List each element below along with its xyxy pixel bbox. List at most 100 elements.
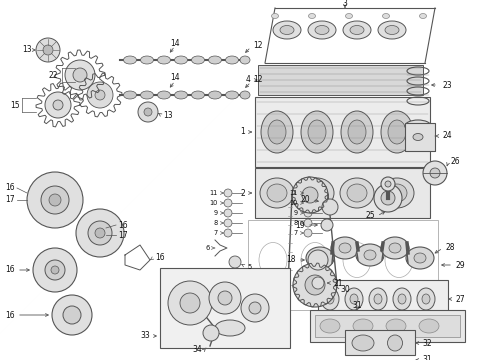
Ellipse shape — [381, 237, 409, 259]
Ellipse shape — [350, 26, 364, 35]
Ellipse shape — [260, 178, 294, 208]
Circle shape — [224, 209, 232, 217]
Circle shape — [249, 302, 261, 314]
Circle shape — [95, 90, 105, 100]
Circle shape — [95, 228, 105, 238]
Circle shape — [45, 260, 65, 280]
Ellipse shape — [398, 294, 406, 304]
Circle shape — [52, 295, 92, 335]
Text: 10: 10 — [210, 200, 218, 206]
Bar — [345, 330, 415, 355]
Circle shape — [304, 219, 312, 227]
Circle shape — [381, 191, 395, 205]
Circle shape — [224, 189, 232, 197]
Bar — [248, 220, 438, 310]
Ellipse shape — [350, 294, 358, 304]
Text: 9: 9 — [294, 210, 298, 216]
Circle shape — [224, 219, 232, 227]
Ellipse shape — [380, 178, 414, 208]
Text: 13: 13 — [23, 45, 32, 54]
Ellipse shape — [192, 56, 204, 64]
Bar — [258, 65, 423, 95]
Circle shape — [322, 199, 338, 215]
Text: 1: 1 — [240, 127, 245, 136]
Circle shape — [65, 60, 95, 90]
Text: 8: 8 — [294, 220, 298, 226]
Ellipse shape — [343, 21, 371, 39]
Circle shape — [63, 306, 81, 324]
Ellipse shape — [340, 178, 374, 208]
Text: 11: 11 — [290, 190, 298, 196]
Ellipse shape — [271, 13, 278, 18]
Circle shape — [51, 266, 59, 274]
Text: 17: 17 — [118, 230, 127, 239]
Bar — [318, 280, 448, 318]
Text: 24: 24 — [442, 131, 452, 140]
Circle shape — [87, 82, 113, 108]
Text: 16: 16 — [155, 253, 165, 262]
Text: 26: 26 — [450, 158, 460, 166]
Ellipse shape — [364, 250, 376, 260]
Ellipse shape — [320, 319, 340, 333]
Text: 2: 2 — [240, 189, 245, 198]
Text: 11: 11 — [210, 190, 218, 196]
Ellipse shape — [307, 184, 327, 202]
Ellipse shape — [261, 111, 293, 153]
Ellipse shape — [417, 288, 435, 310]
Text: 31: 31 — [422, 356, 432, 360]
Ellipse shape — [419, 319, 439, 333]
Ellipse shape — [414, 253, 426, 263]
Ellipse shape — [268, 120, 286, 144]
Ellipse shape — [369, 288, 387, 310]
Ellipse shape — [315, 26, 329, 35]
Text: 4: 4 — [245, 76, 250, 85]
Ellipse shape — [378, 21, 406, 39]
Text: 23: 23 — [442, 81, 452, 90]
Circle shape — [374, 184, 402, 212]
Circle shape — [381, 177, 395, 191]
Circle shape — [41, 186, 69, 214]
Circle shape — [49, 194, 61, 206]
Circle shape — [76, 209, 124, 257]
Text: 21: 21 — [333, 279, 343, 288]
Ellipse shape — [386, 319, 406, 333]
Circle shape — [27, 172, 83, 228]
Ellipse shape — [381, 111, 413, 153]
Ellipse shape — [393, 288, 411, 310]
Bar — [405, 123, 435, 151]
Circle shape — [292, 177, 328, 213]
Ellipse shape — [345, 288, 363, 310]
Text: 17: 17 — [5, 195, 15, 204]
Ellipse shape — [339, 243, 351, 253]
Circle shape — [423, 161, 447, 185]
Text: 3: 3 — [343, 0, 347, 8]
Text: 14: 14 — [170, 39, 180, 48]
Ellipse shape — [406, 247, 434, 269]
Text: 18: 18 — [287, 256, 296, 265]
Text: 5: 5 — [247, 264, 251, 270]
Text: 31: 31 — [352, 301, 362, 310]
Ellipse shape — [225, 56, 239, 64]
Bar — [255, 97, 430, 167]
Circle shape — [218, 291, 232, 305]
Ellipse shape — [331, 237, 359, 259]
Ellipse shape — [273, 21, 301, 39]
Ellipse shape — [308, 120, 326, 144]
Ellipse shape — [123, 56, 137, 64]
Ellipse shape — [280, 26, 294, 35]
Text: 13: 13 — [163, 111, 172, 120]
Text: 27: 27 — [455, 294, 465, 303]
Circle shape — [203, 325, 219, 341]
Ellipse shape — [352, 335, 374, 351]
Circle shape — [312, 277, 324, 289]
Ellipse shape — [141, 91, 153, 99]
Circle shape — [73, 68, 87, 82]
Text: 20: 20 — [300, 194, 310, 203]
Text: 22: 22 — [49, 71, 58, 80]
Ellipse shape — [123, 91, 137, 99]
Circle shape — [43, 45, 53, 55]
Bar — [255, 168, 430, 218]
Circle shape — [45, 92, 71, 118]
Ellipse shape — [157, 91, 171, 99]
Text: 8: 8 — [214, 220, 218, 226]
